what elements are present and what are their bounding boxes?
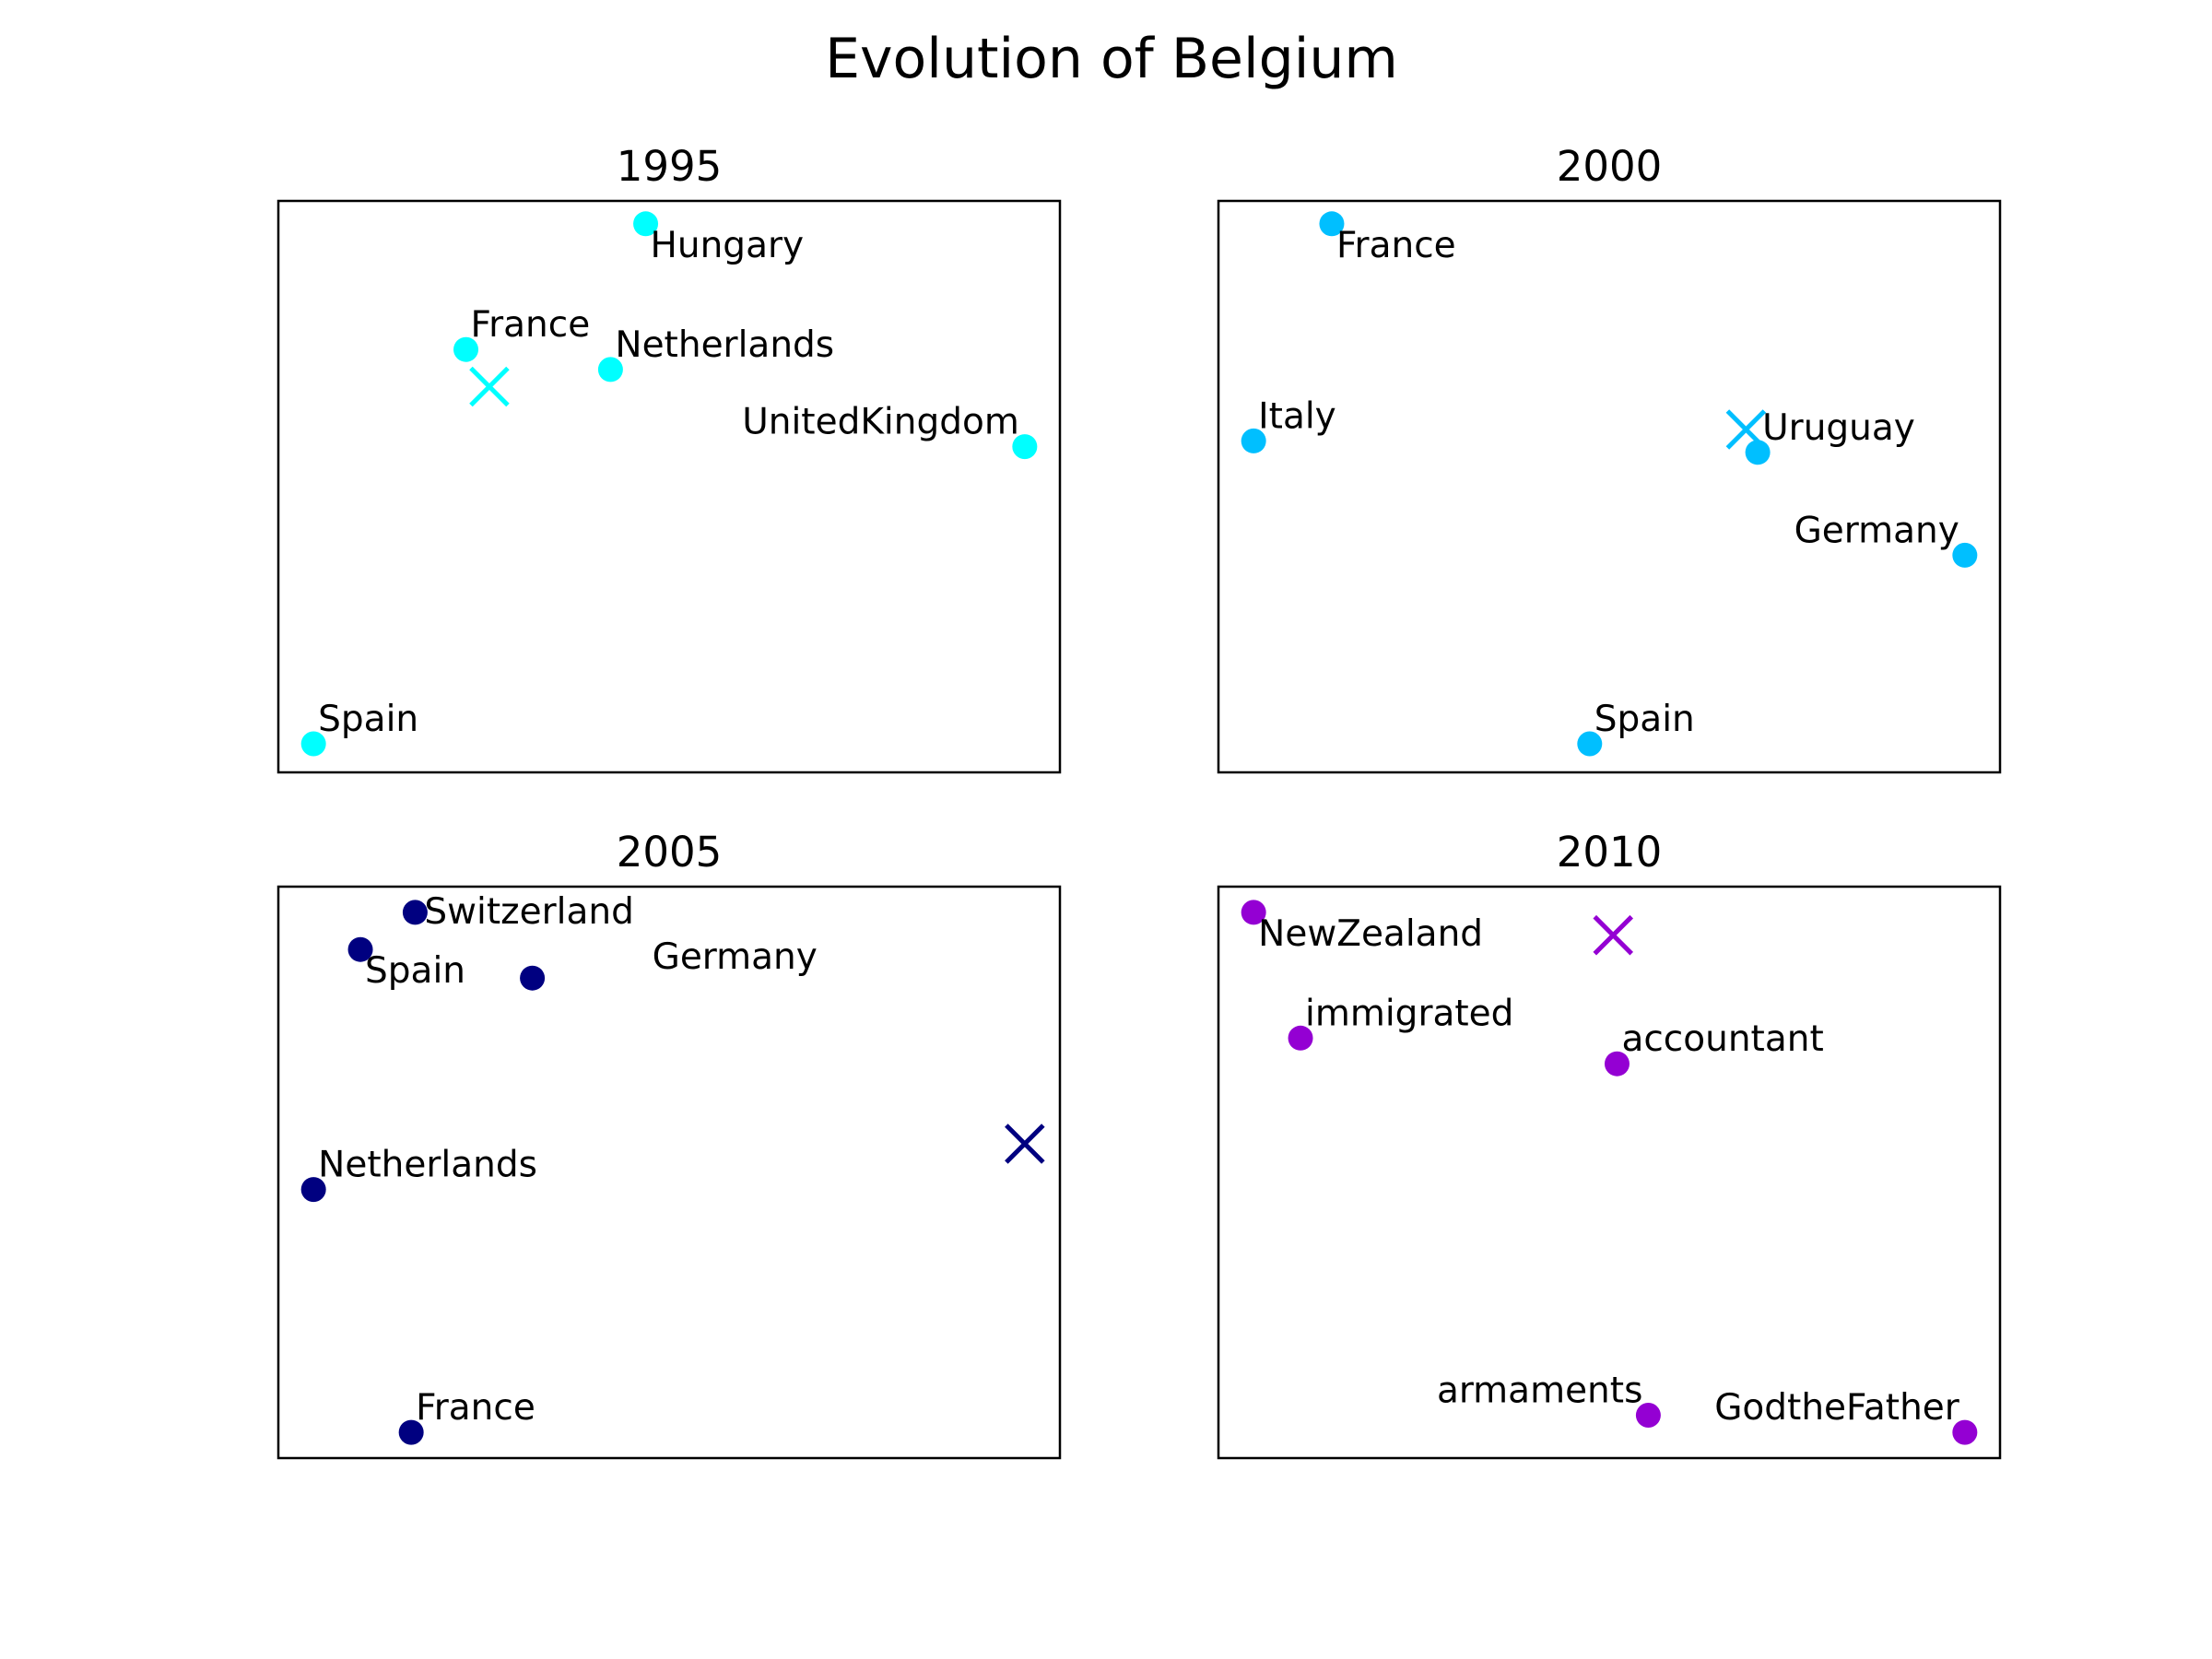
data-point xyxy=(1952,1419,1978,1445)
data-point xyxy=(597,357,623,382)
data-point xyxy=(453,336,479,362)
subplot-title: 2000 xyxy=(1557,142,1663,191)
subplot-1995: 1995 Hungary France Netherlands UnitedKingdo… xyxy=(276,142,1062,774)
data-point xyxy=(1577,731,1603,757)
point-label: Hungary xyxy=(651,225,805,266)
data-point xyxy=(347,936,373,962)
centroid-marker xyxy=(1593,914,1634,956)
point-label: UnitedKingdom xyxy=(742,402,1019,443)
centroid-marker xyxy=(1005,1124,1045,1164)
data-point xyxy=(1241,428,1266,453)
data-point xyxy=(300,731,326,757)
subplot-2010: 2010 NewZealand immigrated accountant armame… xyxy=(1217,828,2002,1460)
axes-frame xyxy=(276,199,1062,774)
data-point xyxy=(1288,1025,1313,1051)
point-label: Spain xyxy=(365,950,465,992)
centroid-marker xyxy=(1725,409,1767,450)
point-label: Italy xyxy=(1258,395,1336,437)
axes-frame xyxy=(1217,885,2002,1460)
point-label: France xyxy=(471,304,591,346)
data-point xyxy=(633,211,659,237)
point-label: Germany xyxy=(653,936,818,978)
data-point xyxy=(1319,211,1345,237)
subplot-title: 2005 xyxy=(617,828,723,877)
point-label: armaments xyxy=(1437,1371,1642,1412)
point-label: France xyxy=(1336,225,1456,266)
point-label: Uruguay xyxy=(1762,407,1915,449)
point-label: accountant xyxy=(1621,1018,1823,1060)
data-point xyxy=(1952,542,1978,568)
data-point xyxy=(300,1177,326,1203)
point-label: Germany xyxy=(1794,510,1959,551)
figure-title: Evolution of Belgium xyxy=(825,27,1398,91)
axes-frame xyxy=(276,885,1062,1460)
point-label: GodtheFather xyxy=(1714,1387,1960,1429)
subplot-title: 1995 xyxy=(617,142,723,191)
point-label: Spain xyxy=(318,699,418,740)
subplot-2005: 2005 Switzerland Spain Germany Netherlands Fr… xyxy=(276,828,1062,1460)
data-point xyxy=(520,965,546,991)
point-label: Netherlands xyxy=(318,1145,537,1186)
data-point xyxy=(402,900,428,925)
subplot-grid: 1995 Hungary France Netherlands UnitedKingdo… xyxy=(276,142,2002,1460)
data-point xyxy=(1012,434,1038,460)
subplot-2000: 2000 France Italy Uruguay Germany Spain xyxy=(1217,142,2002,774)
point-label: Netherlands xyxy=(615,324,834,366)
data-point xyxy=(398,1419,424,1445)
data-point xyxy=(1241,900,1266,925)
axes-frame xyxy=(1217,199,2002,774)
data-point xyxy=(1604,1051,1630,1077)
point-label: Switzerland xyxy=(424,891,634,933)
point-label: NewZealand xyxy=(1258,913,1483,955)
data-point xyxy=(1635,1403,1661,1428)
point-label: immigrated xyxy=(1305,993,1513,1034)
subplot-title: 2010 xyxy=(1557,828,1663,877)
point-label: France xyxy=(416,1387,535,1429)
centroid-marker xyxy=(469,366,510,407)
point-label: Spain xyxy=(1594,699,1695,740)
